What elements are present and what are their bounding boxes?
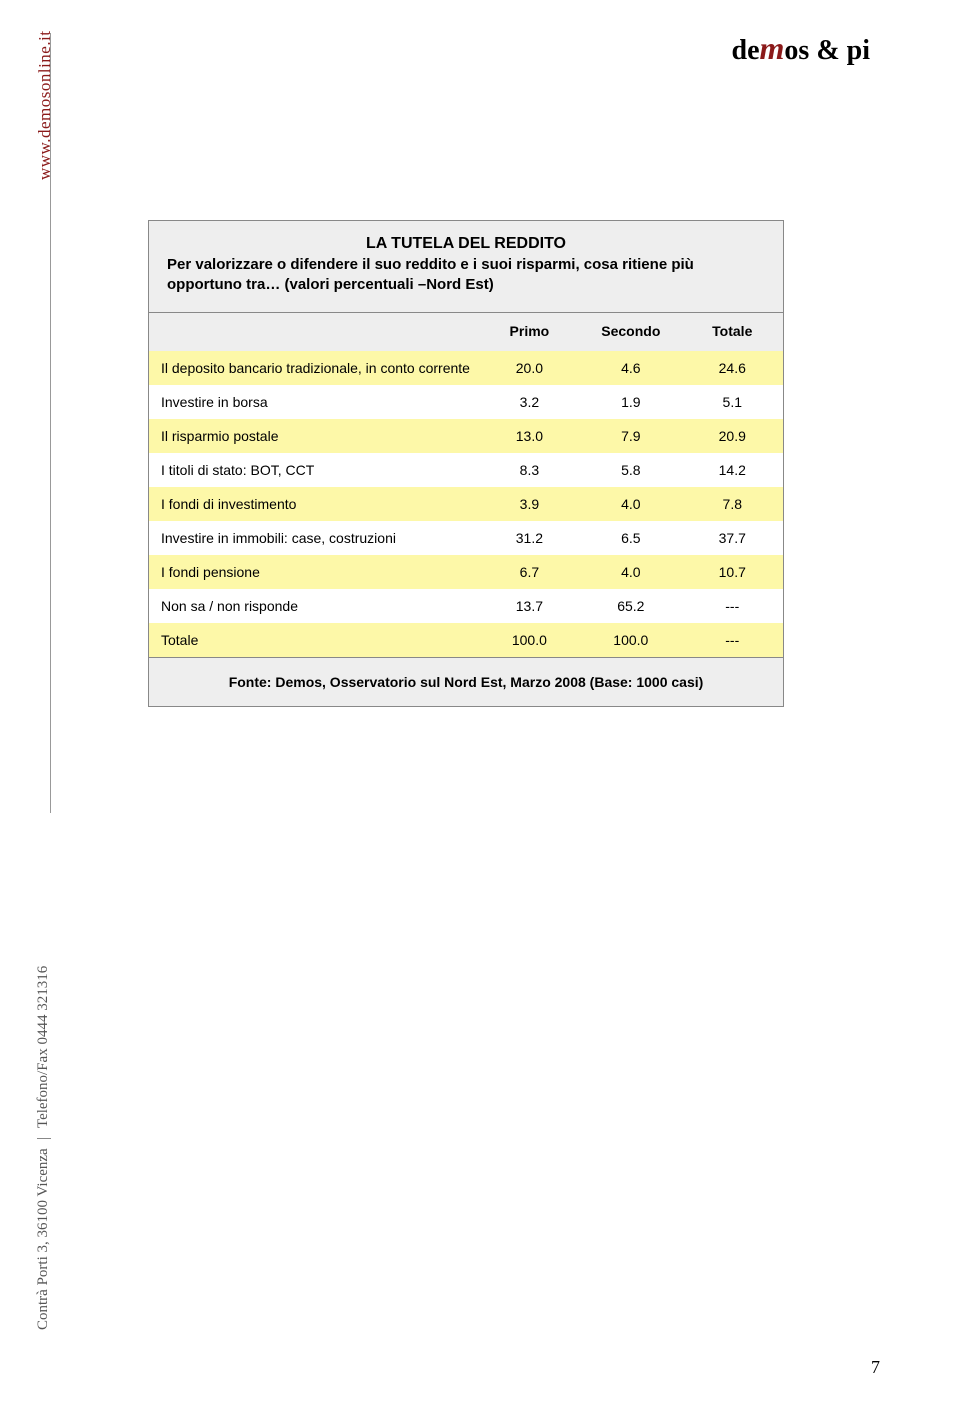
table-row: Non sa / non risponde13.765.2--- — [149, 589, 783, 623]
logo-part-m: m — [760, 30, 785, 66]
row-value-primo: 8.3 — [479, 453, 580, 487]
row-value-secondo: 4.6 — [580, 351, 681, 385]
brand-logo: demos & pi — [732, 30, 870, 67]
col-header-secondo: Secondo — [580, 313, 681, 351]
row-value-primo: 3.9 — [479, 487, 580, 521]
row-value-totale: 10.7 — [682, 555, 783, 589]
logo-part-post: os & pi — [784, 35, 870, 66]
row-value-secondo: 4.0 — [580, 555, 681, 589]
data-table-container: LA TUTELA DEL REDDITO Per valorizzare o … — [148, 220, 784, 707]
table-row: Investire in borsa3.21.95.1 — [149, 385, 783, 419]
address-divider — [37, 1138, 51, 1139]
row-label: I fondi pensione — [149, 555, 479, 589]
data-table: Primo Secondo Totale Il deposito bancari… — [149, 313, 783, 657]
row-value-primo: 20.0 — [479, 351, 580, 385]
table-header-block: LA TUTELA DEL REDDITO Per valorizzare o … — [149, 221, 783, 313]
row-value-totale: 37.7 — [682, 521, 783, 555]
row-value-primo: 100.0 — [479, 623, 580, 657]
row-value-totale: 24.6 — [682, 351, 783, 385]
row-value-totale: 20.9 — [682, 419, 783, 453]
row-value-primo: 6.7 — [479, 555, 580, 589]
table-row: Il risparmio postale13.07.920.9 — [149, 419, 783, 453]
row-value-secondo: 65.2 — [580, 589, 681, 623]
row-value-primo: 13.0 — [479, 419, 580, 453]
row-label: Non sa / non risponde — [149, 589, 479, 623]
table-row: Totale100.0100.0--- — [149, 623, 783, 657]
address-line-2: Telefono/Fax 0444 321316 — [35, 966, 51, 1128]
sidebar-address: Contrà Porti 3, 36100 Vicenza Telefono/F… — [35, 966, 52, 1330]
row-value-secondo: 5.8 — [580, 453, 681, 487]
logo-part-pre: de — [732, 35, 760, 66]
row-value-secondo: 100.0 — [580, 623, 681, 657]
row-value-secondo: 7.9 — [580, 419, 681, 453]
sidebar-divider-line — [50, 33, 51, 813]
col-header-label — [149, 313, 479, 351]
row-value-secondo: 6.5 — [580, 521, 681, 555]
row-value-totale: --- — [682, 623, 783, 657]
row-label: Il risparmio postale — [149, 419, 479, 453]
row-value-secondo: 4.0 — [580, 487, 681, 521]
table-row: Il deposito bancario tradizionale, in co… — [149, 351, 783, 385]
row-label: Investire in borsa — [149, 385, 479, 419]
row-value-primo: 31.2 — [479, 521, 580, 555]
table-row: Investire in immobili: case, costruzioni… — [149, 521, 783, 555]
address-line-1: Contrà Porti 3, 36100 Vicenza — [35, 1148, 51, 1330]
table-row: I fondi di investimento3.94.07.8 — [149, 487, 783, 521]
row-value-primo: 13.7 — [479, 589, 580, 623]
row-label: Totale — [149, 623, 479, 657]
row-label: I fondi di investimento — [149, 487, 479, 521]
row-value-totale: 7.8 — [682, 487, 783, 521]
col-header-primo: Primo — [479, 313, 580, 351]
row-value-totale: 14.2 — [682, 453, 783, 487]
row-value-totale: --- — [682, 589, 783, 623]
table-title: LA TUTELA DEL REDDITO — [167, 235, 765, 253]
table-row: I titoli di stato: BOT, CCT8.35.814.2 — [149, 453, 783, 487]
row-value-totale: 5.1 — [682, 385, 783, 419]
table-row: I fondi pensione6.74.010.7 — [149, 555, 783, 589]
row-label: Il deposito bancario tradizionale, in co… — [149, 351, 479, 385]
page-number: 7 — [871, 1357, 880, 1378]
table-footer: Fonte: Demos, Osservatorio sul Nord Est,… — [149, 657, 783, 706]
table-subtitle: Per valorizzare o difendere il suo reddi… — [167, 255, 765, 296]
row-value-primo: 3.2 — [479, 385, 580, 419]
sidebar-url: www.demosonline.it — [35, 30, 55, 180]
col-header-totale: Totale — [682, 313, 783, 351]
table-header-row: Primo Secondo Totale — [149, 313, 783, 351]
row-label: Investire in immobili: case, costruzioni — [149, 521, 479, 555]
row-label: I titoli di stato: BOT, CCT — [149, 453, 479, 487]
row-value-secondo: 1.9 — [580, 385, 681, 419]
